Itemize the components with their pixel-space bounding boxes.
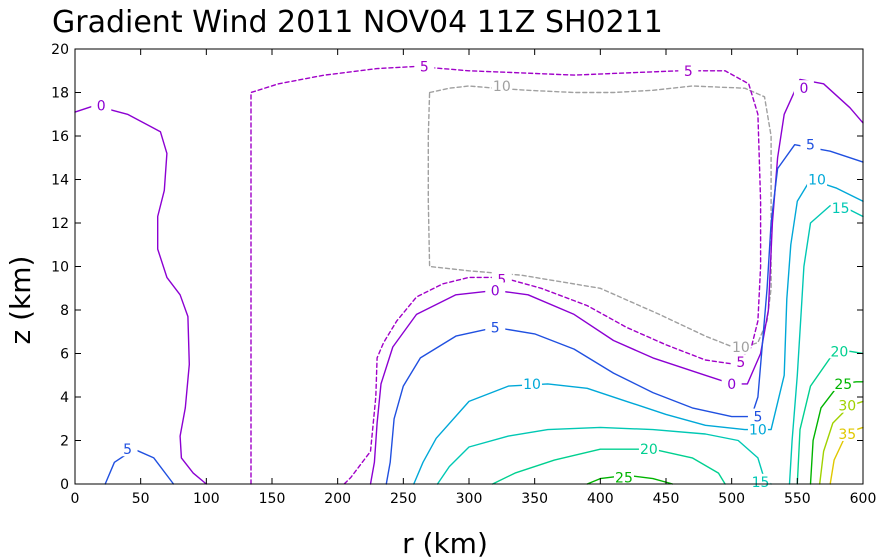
x-tick-label: 350 bbox=[521, 491, 548, 507]
contour-label-bg bbox=[747, 421, 768, 437]
contour-label-bg bbox=[807, 171, 828, 187]
y-tick-label: 4 bbox=[60, 390, 69, 406]
x-tick-label: 200 bbox=[324, 491, 351, 507]
contour-label: 10 bbox=[732, 340, 750, 356]
contour-label-bg bbox=[117, 441, 138, 457]
contour-label: 5 bbox=[753, 410, 762, 426]
y-tick-label: 6 bbox=[60, 347, 69, 363]
x-tick-label: 250 bbox=[390, 491, 417, 507]
contour-label-bg bbox=[829, 343, 850, 359]
contour-label-bg bbox=[638, 441, 659, 457]
y-tick-label: 2 bbox=[60, 434, 69, 450]
contour-label: 0 bbox=[799, 81, 808, 97]
contour-label: 5 bbox=[736, 355, 745, 371]
contour-label: 5 bbox=[123, 442, 132, 458]
contour-label: 35 bbox=[838, 427, 856, 443]
contour-line-minus5 bbox=[250, 65, 762, 485]
contour-label: 15 bbox=[752, 475, 770, 491]
chart-title: Gradient Wind 2011 NOV04 11Z SH0211 bbox=[52, 5, 663, 40]
contour-line-minus10 bbox=[427, 85, 772, 350]
contour-label-bg bbox=[833, 375, 854, 391]
contour-label-bg bbox=[730, 354, 751, 370]
contour-label-bg bbox=[793, 80, 814, 96]
contour-label: 20 bbox=[640, 442, 658, 458]
y-tick-label: 8 bbox=[60, 303, 69, 319]
y-tick-label: 12 bbox=[51, 216, 69, 232]
contour-label-bg bbox=[837, 425, 858, 441]
contour-label: 5 bbox=[497, 273, 506, 289]
y-tick-label: 14 bbox=[51, 173, 69, 189]
contour-label-bg bbox=[800, 136, 821, 152]
contour-label-bg bbox=[414, 58, 435, 74]
contour-label: 25 bbox=[834, 377, 852, 393]
contour-line-0 bbox=[369, 78, 864, 485]
x-tick-label: 150 bbox=[259, 491, 286, 507]
contour-label-bg bbox=[730, 338, 751, 354]
contour-label: 15 bbox=[832, 201, 850, 217]
contour-line-25 bbox=[809, 381, 864, 485]
contour-label: 20 bbox=[830, 344, 848, 360]
contour-label-bg bbox=[522, 375, 543, 391]
y-tick-label: 20 bbox=[51, 42, 69, 58]
contour-label-bg bbox=[678, 62, 699, 78]
contour-label-bg bbox=[91, 97, 112, 113]
contour-label-bg bbox=[485, 282, 506, 298]
contour-label: 25 bbox=[615, 470, 633, 486]
contour-line-5 bbox=[104, 448, 175, 485]
x-tick-label: 50 bbox=[132, 491, 150, 507]
y-tick-label: 18 bbox=[51, 86, 69, 102]
contour-label: 10 bbox=[808, 173, 826, 189]
contour-label: 5 bbox=[491, 320, 500, 336]
axis-ticks: 0 50 100 150 200 250 300 350 400 450 500 550 6000246… bbox=[51, 42, 876, 507]
contour-layer bbox=[74, 65, 864, 485]
x-tick-label: 100 bbox=[193, 491, 220, 507]
contour-label: 5 bbox=[806, 138, 815, 154]
contour-label: 5 bbox=[420, 59, 429, 75]
contour-label: 0 bbox=[491, 283, 500, 299]
contour-label-bg bbox=[485, 319, 506, 335]
x-axis-title: r (km) bbox=[402, 527, 488, 559]
contour-label-bg bbox=[837, 397, 858, 413]
x-tick-label: 600 bbox=[850, 491, 877, 507]
contour-label: 5 bbox=[684, 64, 693, 80]
x-tick-label: 450 bbox=[653, 491, 680, 507]
contour-label-bg bbox=[491, 77, 512, 93]
x-tick-label: 0 bbox=[71, 491, 80, 507]
x-tick-label: 550 bbox=[784, 491, 811, 507]
contour-line-20 bbox=[796, 350, 864, 485]
contour-label-bg bbox=[721, 375, 742, 391]
y-tick-label: 16 bbox=[51, 129, 69, 145]
y-axis-title: z (km) bbox=[4, 256, 37, 345]
contour-label: 0 bbox=[727, 377, 736, 393]
contour-line-20 bbox=[491, 448, 726, 485]
contour-label-bg bbox=[750, 473, 771, 489]
contour-label: 30 bbox=[838, 399, 856, 415]
contour-label-bg bbox=[830, 199, 851, 215]
x-tick-label: 500 bbox=[718, 491, 745, 507]
x-tick-label: 400 bbox=[587, 491, 614, 507]
contour-label-bg bbox=[613, 469, 634, 485]
y-tick-label: 0 bbox=[60, 477, 69, 493]
contour-label: 10 bbox=[523, 377, 541, 393]
contour-label: 0 bbox=[97, 99, 106, 115]
y-tick-label: 10 bbox=[51, 260, 69, 276]
contour-line-0 bbox=[74, 104, 207, 485]
plot-frame bbox=[74, 48, 864, 485]
contour-label-bg bbox=[747, 408, 768, 424]
contour-label: 10 bbox=[749, 423, 767, 439]
contour-label: 10 bbox=[493, 79, 511, 95]
x-tick-label: 300 bbox=[456, 491, 483, 507]
contour-line-5 bbox=[385, 144, 864, 485]
contour-line-10 bbox=[413, 178, 864, 485]
contour-line-15 bbox=[436, 426, 772, 485]
